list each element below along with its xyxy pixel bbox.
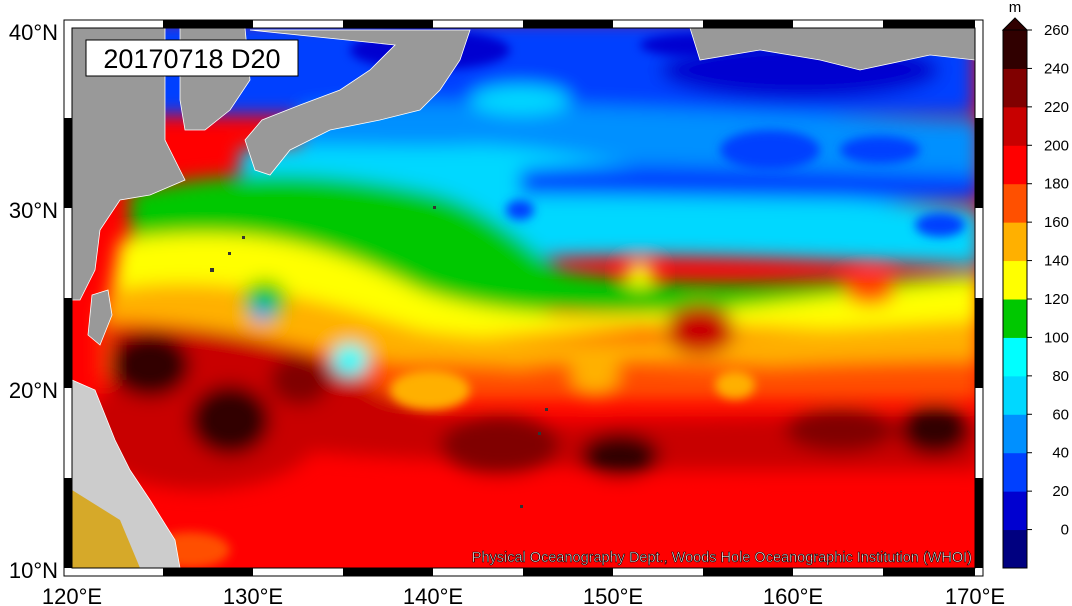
colorbar-swatch	[1003, 491, 1027, 531]
land-north	[689, 28, 975, 71]
colorbar-swatch	[1003, 145, 1027, 185]
colorbar-swatch	[1003, 260, 1027, 300]
date-label: 20170718 D20	[103, 44, 280, 74]
colorbar-tick-label: 100	[1044, 329, 1069, 346]
colorbar-swatch	[1003, 299, 1027, 338]
colorbar-swatch	[1003, 222, 1027, 262]
lon-label-150e: 150°E	[583, 584, 643, 606]
colorbar-swatch	[1003, 414, 1027, 454]
land-japan	[244, 29, 471, 176]
colorbar-tick-label: 220	[1044, 99, 1069, 116]
lat-label-20n: 20°N	[9, 378, 58, 403]
colorbar-swatch	[1003, 452, 1027, 492]
colorbar-unit: m	[1009, 0, 1022, 16]
colorbar-tick-label: 20	[1052, 483, 1069, 500]
colorbar-swatch	[1003, 183, 1027, 223]
colorbar-swatch	[1003, 529, 1027, 569]
coastal-shelf	[72, 490, 140, 568]
credit-text: Physical Oceanography Dept., Woods Hole …	[472, 550, 972, 566]
land-china-korea	[72, 28, 186, 301]
islands	[210, 206, 548, 508]
lat-label-30n: 30°N	[9, 198, 58, 223]
colorbar-tick-label: 240	[1044, 60, 1069, 77]
colorbar-tick-label: 200	[1044, 137, 1069, 154]
colorbar-tick-label: 60	[1052, 406, 1069, 423]
colorbar-swatch	[1003, 106, 1027, 146]
lon-label-160e: 160°E	[763, 584, 823, 606]
land-taiwan	[87, 289, 113, 346]
colorbar-tick-label: 40	[1052, 445, 1069, 462]
map-field	[72, 28, 975, 568]
map-frame	[63, 19, 984, 577]
colorbar-tick-label: 0	[1061, 522, 1069, 539]
colorbar-swatch	[1003, 68, 1027, 108]
lon-label-130e: 130°E	[223, 584, 283, 606]
colorbar-tick-label: 180	[1044, 176, 1069, 193]
colorbar-tick-label: 260	[1044, 22, 1069, 39]
colorbar-swatch	[1003, 337, 1027, 377]
lat-label-40n: 40°N	[9, 20, 58, 45]
lat-label-10n: 10°N	[9, 558, 58, 583]
lon-label-140e: 140°E	[403, 584, 463, 606]
colorbar-tick-label: 140	[1044, 253, 1069, 270]
colorbar-arrow	[1001, 17, 1029, 31]
colorbar-tick-label: 160	[1044, 214, 1069, 231]
colorbar-tick-label: 120	[1044, 291, 1069, 308]
colorbar-swatch	[1003, 375, 1027, 415]
land-masses	[72, 28, 975, 568]
lon-label-170e: 170°E	[945, 584, 1005, 606]
lon-label-120e: 120°E	[42, 584, 102, 606]
colorbar-tick-label: 80	[1052, 368, 1069, 385]
date-label-box: 20170718 D20	[85, 39, 299, 77]
colorbar-swatch	[1003, 30, 1027, 69]
